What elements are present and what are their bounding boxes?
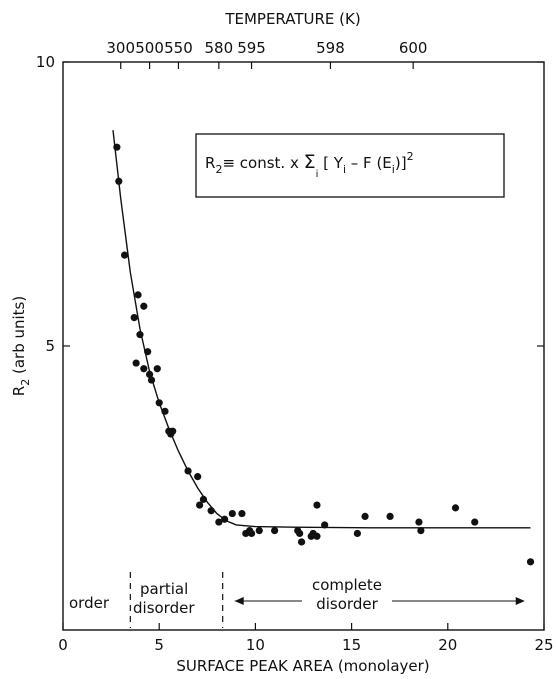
y-tick-label: 10 bbox=[36, 53, 55, 71]
data-point bbox=[271, 527, 279, 535]
data-point bbox=[140, 365, 148, 373]
data-point bbox=[130, 314, 138, 322]
data-point bbox=[144, 348, 152, 356]
data-point bbox=[238, 509, 246, 518]
data-point bbox=[386, 512, 394, 521]
data-point bbox=[196, 501, 204, 509]
data-point bbox=[136, 331, 144, 339]
arrowhead-left bbox=[234, 597, 244, 605]
formula-y-subscript: i bbox=[343, 163, 346, 176]
top-tick-label: 580 bbox=[205, 39, 234, 57]
region-label-partial: partial bbox=[140, 580, 188, 598]
x-axis-title: SURFACE PEAK AREA (monolayer) bbox=[176, 657, 429, 675]
formula-minus: – F (E bbox=[346, 154, 392, 172]
data-point bbox=[361, 512, 369, 521]
data-point bbox=[417, 527, 425, 535]
data-point bbox=[526, 558, 535, 566]
formula-power: 2 bbox=[407, 150, 414, 163]
data-point bbox=[184, 467, 192, 475]
region-label-complete: complete bbox=[312, 576, 382, 594]
top-axis-ticks: 300 500 550 580 595 598 600 bbox=[106, 39, 427, 69]
data-point bbox=[140, 302, 148, 310]
formula-border bbox=[195, 133, 505, 198]
data-point bbox=[313, 501, 321, 509]
data-point bbox=[471, 518, 479, 526]
data-point bbox=[194, 473, 202, 481]
x-tick-label: 5 bbox=[154, 636, 164, 654]
formula-close: )] bbox=[395, 154, 407, 172]
x-axis-ticks: 0 5 10 15 20 25 bbox=[58, 623, 554, 654]
data-point bbox=[215, 518, 223, 526]
data-point bbox=[207, 507, 215, 515]
formula-body: ≡ const. x bbox=[222, 154, 303, 172]
region-label-order: order bbox=[69, 594, 110, 612]
region-label-complete-disorder: disorder bbox=[316, 595, 378, 613]
y-tick-label: 5 bbox=[45, 337, 55, 355]
x-tick-label: 10 bbox=[246, 636, 265, 654]
data-point bbox=[255, 527, 263, 535]
x-tick-label: 15 bbox=[342, 636, 361, 654]
data-point bbox=[415, 518, 423, 526]
formula-lhs: R bbox=[205, 154, 215, 172]
formula-bracket: [ Y bbox=[318, 154, 343, 172]
data-point bbox=[313, 532, 321, 540]
fit-curve bbox=[112, 130, 531, 529]
formula-text: R2≡ const. x Σi [ Yi – F (Ei)]2 bbox=[205, 150, 414, 180]
arrowhead-right bbox=[515, 597, 525, 605]
formula-e-subscript: i bbox=[392, 163, 395, 176]
formula-sum: Σ bbox=[304, 151, 316, 173]
x-tick-label: 25 bbox=[534, 636, 553, 654]
data-point bbox=[221, 515, 229, 523]
y-axis-title-units: (arb units) bbox=[10, 296, 28, 379]
top-tick-label: 550 bbox=[164, 39, 193, 57]
formula-lhs-subscript: 2 bbox=[215, 163, 222, 176]
top-tick-label: 300 bbox=[106, 39, 135, 57]
top-axis-title: TEMPERATURE (K) bbox=[224, 10, 360, 28]
data-points bbox=[113, 143, 535, 566]
data-point bbox=[113, 143, 121, 151]
data-point bbox=[132, 359, 140, 367]
top-tick-label: 600 bbox=[399, 39, 428, 57]
formula-box: R2≡ const. x Σi [ Yi – F (Ei)]2 bbox=[195, 133, 505, 198]
data-point bbox=[451, 504, 460, 512]
region-label-disorder: disorder bbox=[133, 599, 195, 617]
data-point bbox=[120, 251, 129, 259]
y-axis-title-symbol: R bbox=[10, 386, 28, 396]
y-axis-ticks: 5 10 bbox=[36, 53, 544, 355]
formula-sum-subscript: i bbox=[316, 169, 319, 180]
top-tick-label: 595 bbox=[237, 39, 266, 57]
data-point bbox=[147, 376, 156, 384]
data-point bbox=[145, 370, 154, 378]
data-point bbox=[296, 529, 304, 538]
y-axis-title: R2 (arb units) bbox=[10, 296, 32, 396]
data-point bbox=[297, 538, 306, 546]
y-axis-title-subscript: 2 bbox=[19, 379, 32, 386]
region-boundaries bbox=[129, 572, 224, 628]
data-point bbox=[134, 291, 142, 299]
data-point bbox=[169, 427, 177, 435]
data-point bbox=[161, 407, 169, 415]
top-tick-label: 500 bbox=[135, 39, 164, 57]
data-point bbox=[155, 399, 163, 407]
x-tick-label: 20 bbox=[438, 636, 457, 654]
data-point bbox=[228, 509, 236, 518]
data-point bbox=[321, 521, 329, 529]
x-tick-label: 0 bbox=[58, 636, 68, 654]
data-point bbox=[247, 529, 256, 538]
region-labels: order partial disorder complete disorder bbox=[69, 576, 382, 617]
data-point bbox=[153, 365, 161, 373]
top-tick-label: 598 bbox=[316, 39, 345, 57]
data-point bbox=[353, 529, 361, 538]
data-point bbox=[199, 495, 208, 503]
complete-disorder-arrow bbox=[234, 597, 525, 605]
data-point bbox=[115, 177, 123, 185]
